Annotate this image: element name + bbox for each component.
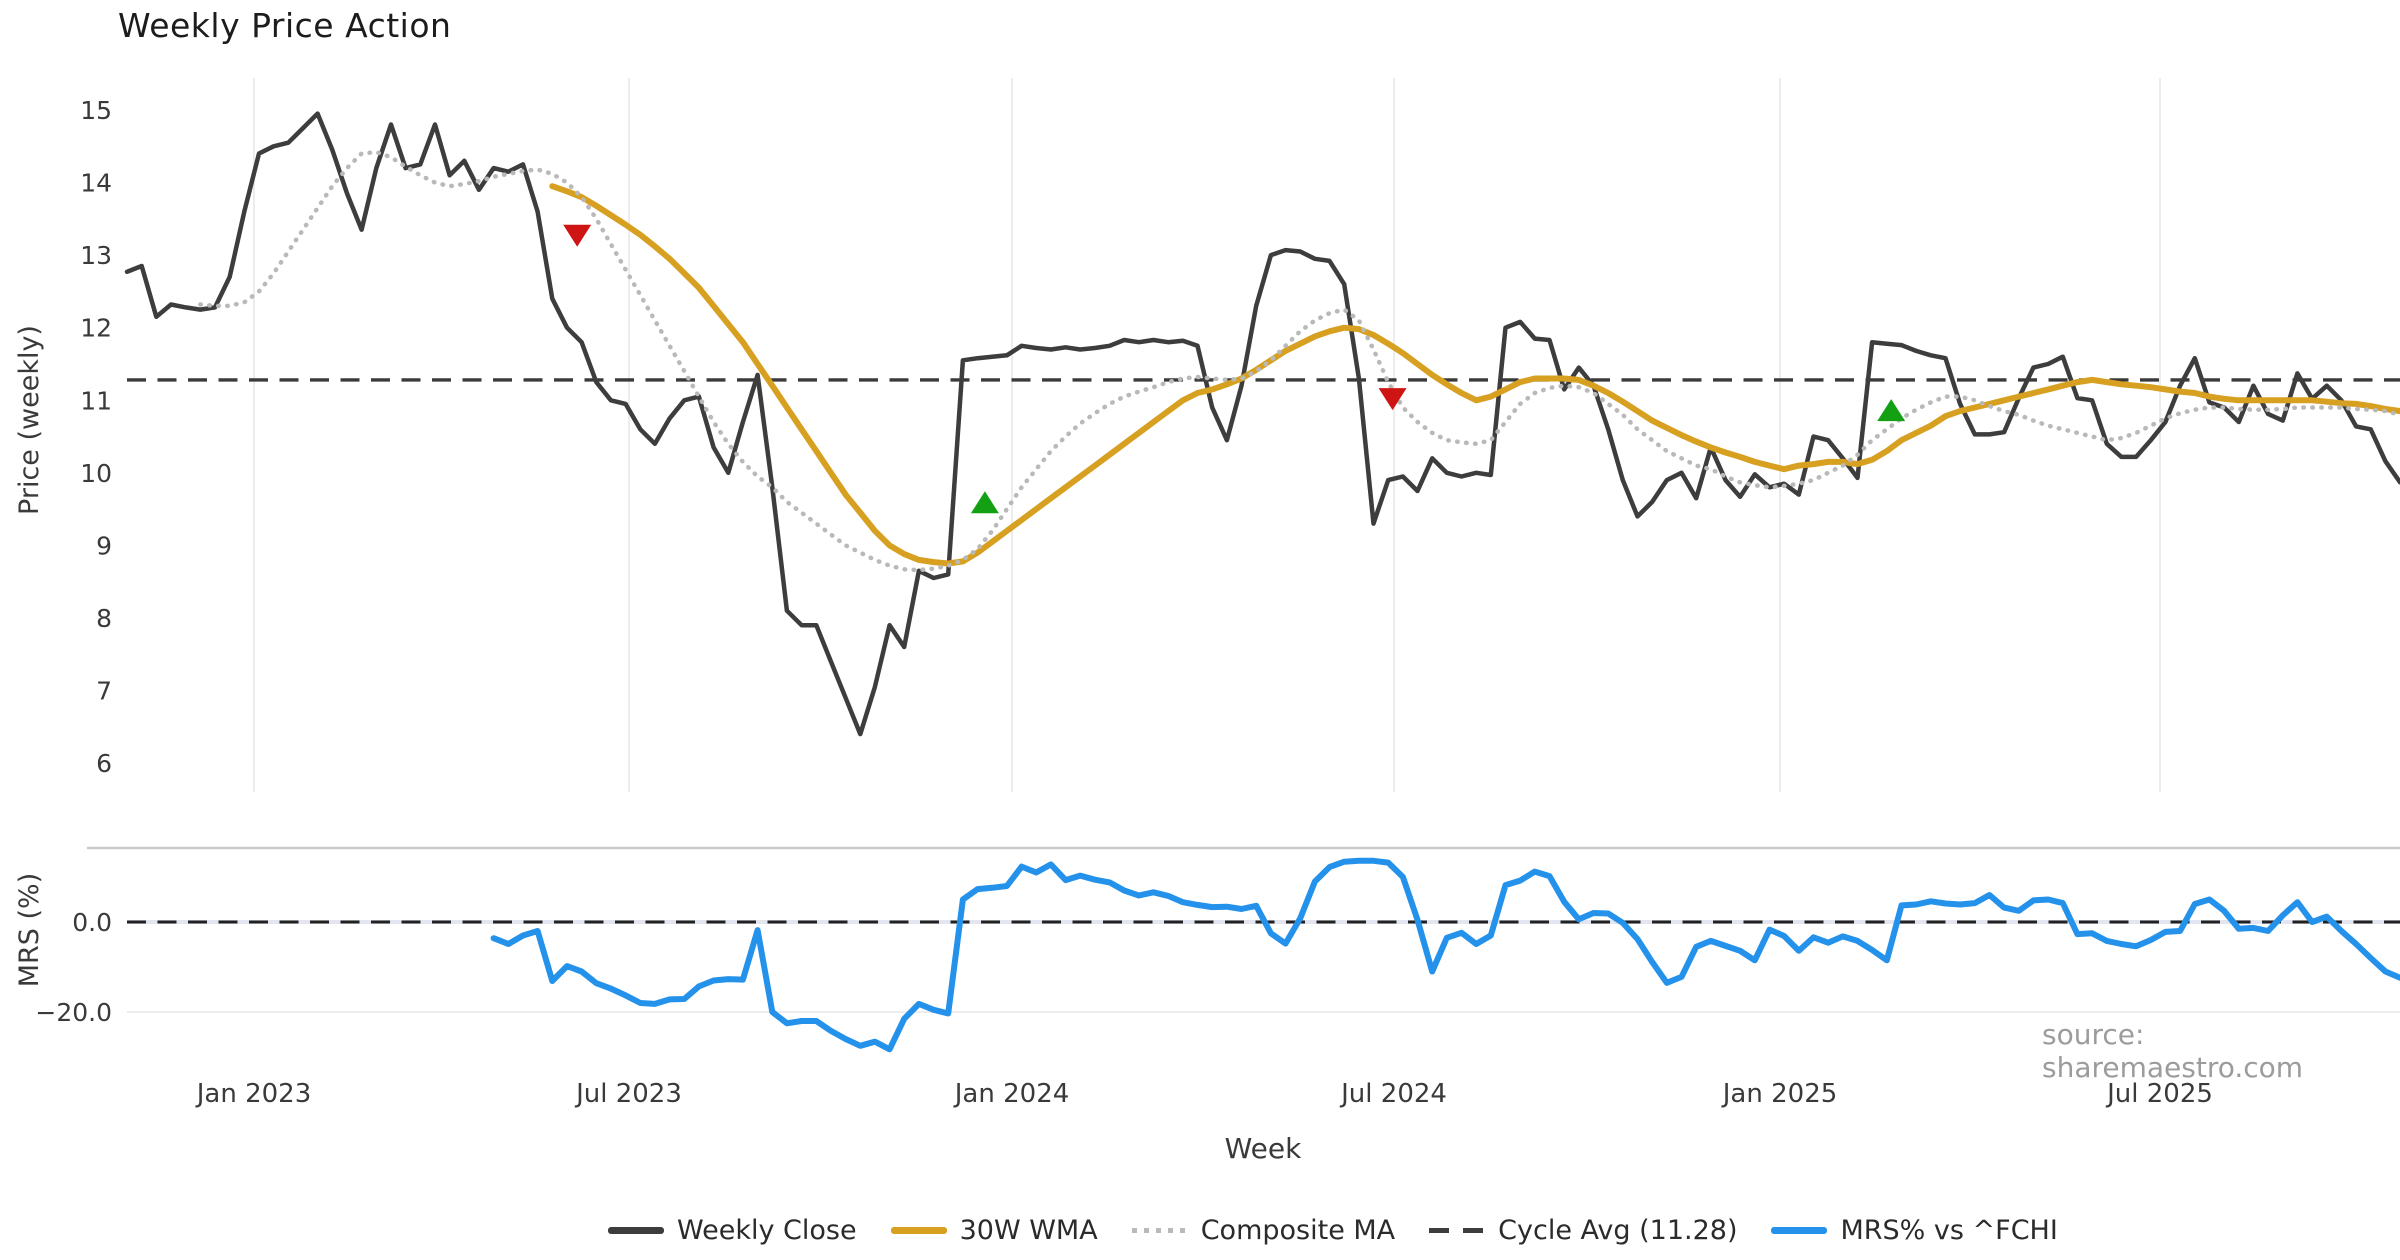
x-tick-label: Jul 2024 — [1339, 1079, 1447, 1109]
series-30w-wma — [549, 183, 2400, 567]
mrs-tick-label: −20.0 — [35, 998, 112, 1027]
sell-signal-marker — [1378, 388, 1407, 411]
chart-title: Weekly Price Action — [118, 6, 452, 45]
price-tick-label: 11 — [80, 386, 112, 415]
x-tick-label: Jan 2024 — [953, 1079, 1070, 1109]
x-axis-label: Week — [1225, 1132, 1302, 1165]
x-tick-label: Jul 2025 — [2105, 1079, 2213, 1109]
mrs-tick-label: 0.0 — [72, 908, 112, 937]
legend-item: Weekly Close — [608, 1215, 857, 1246]
sell-signal-marker — [563, 224, 592, 247]
legend-item: Cycle Avg (11.28) — [1429, 1215, 1737, 1246]
price-tick-label: 13 — [80, 241, 112, 270]
x-tick-label: Jan 2023 — [195, 1079, 312, 1109]
legend-item: 30W WMA — [890, 1214, 1098, 1246]
x-tick-label: Jul 2023 — [574, 1079, 682, 1109]
price-tick-label: 9 — [96, 531, 112, 560]
legend-label: 30W WMA — [959, 1214, 1098, 1246]
price-axis-label: Price (weekly) — [14, 325, 45, 515]
buy-signal-marker — [970, 491, 999, 514]
price-tick-label: 10 — [80, 459, 112, 488]
legend-swatch-solid — [1771, 1226, 1828, 1234]
price-tick-label: 6 — [96, 749, 112, 778]
legend-label: MRS% vs ^FCHI — [1840, 1214, 2058, 1246]
price-tick-label: 12 — [80, 314, 112, 343]
chart-legend: Weekly Close 30W WMA Composite MA Cycle Avg… — [608, 1208, 2058, 1252]
price-tick-label: 7 — [96, 677, 112, 706]
legend-label: Cycle Avg (11.28) — [1498, 1214, 1738, 1246]
series-composite-ma — [198, 149, 2400, 573]
legend-swatch-dotted — [1131, 1227, 1188, 1233]
legend-item: Composite MA — [1131, 1214, 1396, 1246]
legend-swatch-dashed — [1429, 1227, 1486, 1233]
legend-swatch-solid — [608, 1226, 664, 1234]
buy-signal-marker — [1877, 399, 1906, 422]
x-tick-label: Jan 2025 — [1721, 1079, 1838, 1109]
series-mrs-vs-fchi — [490, 857, 2400, 1053]
legend-swatch-solid — [890, 1226, 947, 1234]
series-weekly-close — [124, 111, 2400, 737]
legend-label: Composite MA — [1200, 1214, 1396, 1246]
price-tick-label: 15 — [80, 96, 112, 125]
price-tick-label: 14 — [80, 169, 112, 198]
legend-item: MRS% vs ^FCHI — [1771, 1214, 2058, 1246]
legend-label: Weekly Close — [677, 1214, 857, 1246]
source-note: source: sharemaestro.com — [2042, 1018, 2304, 1084]
mrs-axis-label: MRS (%) — [14, 873, 45, 988]
price-tick-label: 8 — [96, 604, 112, 633]
